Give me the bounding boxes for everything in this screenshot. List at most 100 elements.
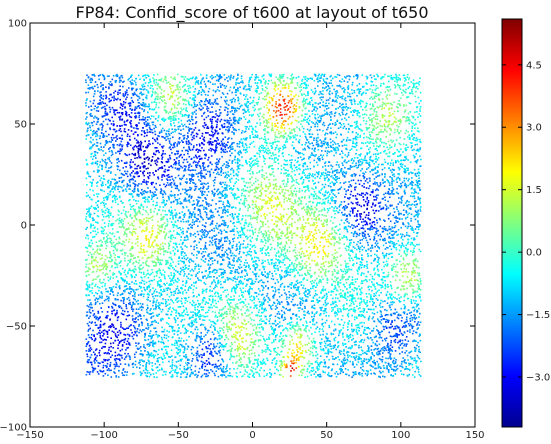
scatter-point	[303, 87, 305, 89]
scatter-point	[261, 350, 263, 352]
scatter-point	[98, 290, 100, 292]
scatter-point	[374, 274, 376, 276]
scatter-point	[309, 338, 311, 340]
scatter-point	[258, 288, 260, 290]
scatter-point	[419, 103, 421, 105]
scatter-point	[371, 339, 373, 341]
scatter-point	[130, 291, 132, 293]
scatter-point	[282, 149, 284, 151]
scatter-point	[146, 135, 148, 137]
scatter-point	[94, 143, 96, 145]
scatter-point	[200, 74, 202, 76]
scatter-point	[205, 242, 207, 244]
scatter-point	[251, 258, 253, 260]
scatter-point	[113, 179, 115, 181]
scatter-point	[371, 77, 373, 79]
scatter-point	[354, 344, 356, 346]
scatter-point	[92, 283, 94, 285]
scatter-point	[264, 237, 266, 239]
scatter-point	[351, 356, 353, 358]
scatter-point	[86, 216, 88, 218]
scatter-point	[318, 103, 320, 105]
scatter-point	[155, 263, 157, 265]
scatter-point	[321, 324, 323, 326]
scatter-point	[166, 330, 168, 332]
scatter-point	[368, 235, 370, 237]
scatter-point	[339, 233, 341, 235]
scatter-point	[140, 375, 142, 377]
scatter-point	[261, 92, 263, 94]
scatter-point	[332, 227, 334, 229]
scatter-point	[148, 297, 150, 299]
scatter-point	[319, 129, 321, 131]
scatter-point	[204, 320, 206, 322]
scatter-point	[229, 359, 231, 361]
scatter-point	[142, 86, 144, 88]
scatter-point	[94, 227, 96, 229]
scatter-point	[372, 229, 374, 231]
scatter-point	[307, 85, 309, 87]
scatter-point	[326, 241, 328, 243]
scatter-point	[264, 216, 266, 218]
scatter-point	[367, 256, 369, 258]
scatter-point	[156, 275, 158, 277]
scatter-point	[407, 276, 409, 278]
scatter-point	[366, 214, 368, 216]
scatter-point	[325, 170, 327, 172]
scatter-point	[119, 92, 121, 94]
scatter-point	[149, 376, 151, 378]
scatter-point	[224, 79, 226, 81]
scatter-point	[120, 226, 122, 228]
scatter-point	[232, 229, 234, 231]
scatter-point	[260, 318, 262, 320]
scatter-point	[176, 108, 178, 110]
scatter-point	[323, 155, 325, 157]
scatter-point	[128, 211, 130, 213]
scatter-point	[363, 193, 365, 195]
scatter-point	[178, 141, 180, 143]
scatter-point	[334, 340, 336, 342]
scatter-point	[180, 239, 182, 241]
scatter-point	[347, 263, 349, 265]
scatter-point	[377, 284, 379, 286]
scatter-point	[164, 130, 166, 132]
scatter-point	[255, 135, 257, 137]
scatter-point	[358, 347, 360, 349]
scatter-point	[275, 90, 277, 92]
scatter-point	[401, 202, 403, 204]
scatter-point	[292, 339, 294, 341]
scatter-point	[332, 104, 334, 106]
scatter-point	[197, 202, 199, 204]
scatter-point	[300, 305, 302, 307]
scatter-point	[303, 285, 305, 287]
scatter-point	[369, 180, 371, 182]
scatter-point	[160, 262, 162, 264]
scatter-point	[304, 306, 306, 308]
scatter-point	[262, 88, 264, 90]
scatter-point	[247, 187, 249, 189]
scatter-point	[325, 322, 327, 324]
scatter-point	[277, 141, 279, 143]
scatter-point	[311, 316, 313, 318]
scatter-point	[221, 344, 223, 346]
scatter-point	[283, 147, 285, 149]
scatter-point	[137, 303, 139, 305]
scatter-point	[161, 337, 163, 339]
scatter-point	[96, 241, 98, 243]
scatter-point	[148, 163, 150, 165]
scatter-point	[376, 341, 378, 343]
scatter-point	[155, 289, 157, 291]
scatter-point	[209, 237, 211, 239]
scatter-point	[111, 117, 113, 119]
scatter-point	[389, 356, 391, 358]
scatter-point	[107, 369, 109, 371]
scatter-point	[300, 203, 302, 205]
scatter-point	[234, 314, 236, 316]
scatter-point	[139, 78, 141, 80]
scatter-point	[264, 190, 266, 192]
scatter-point	[152, 124, 154, 126]
scatter-point	[163, 274, 165, 276]
scatter-point	[362, 196, 364, 198]
scatter-point	[148, 241, 150, 243]
scatter-point	[313, 214, 315, 216]
